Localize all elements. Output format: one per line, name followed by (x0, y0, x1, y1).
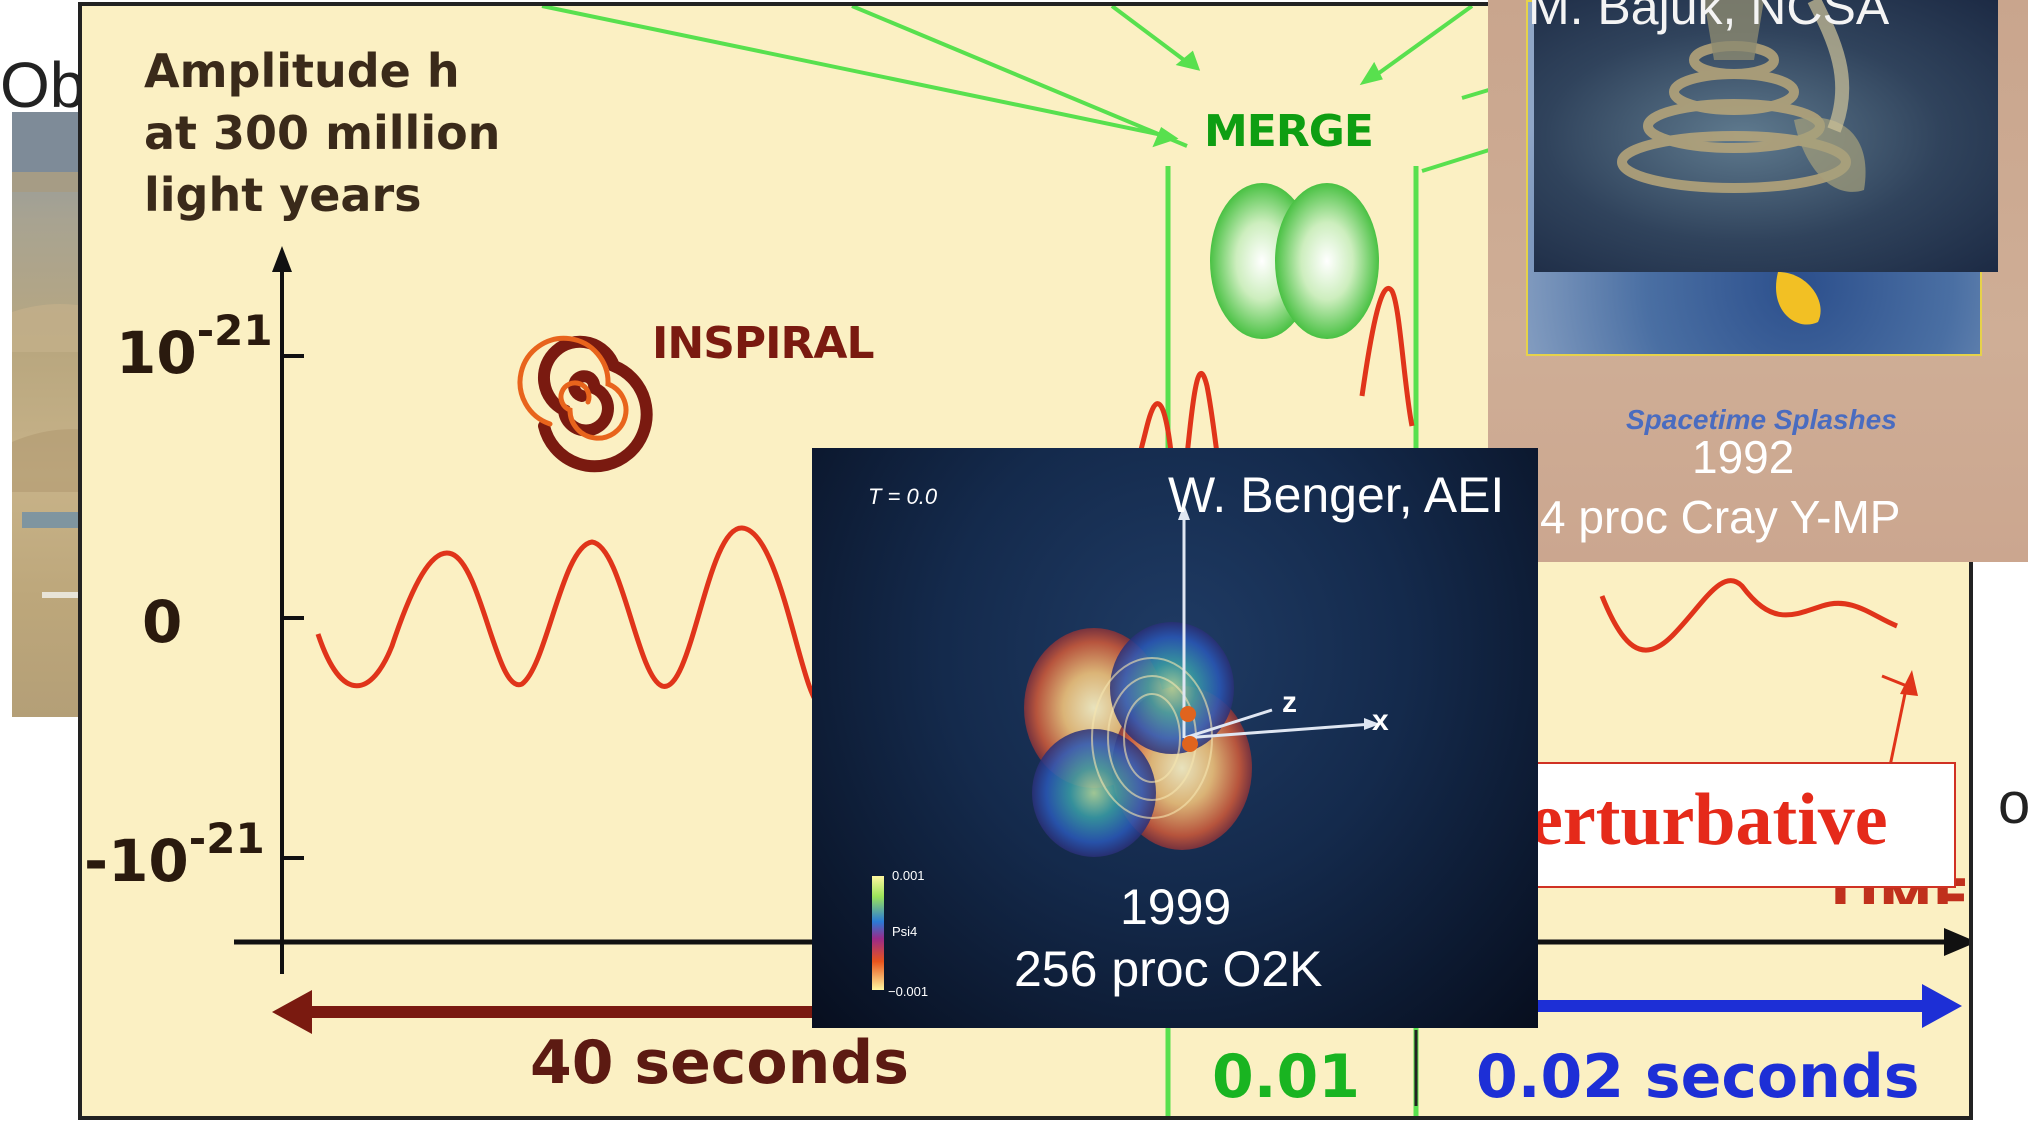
cray-machine: 4 proc Cray Y-MP (1540, 491, 1901, 543)
amplitude-label-line-2: at 300 million (144, 106, 501, 160)
y-tick-top-base: 10 (116, 319, 197, 387)
benger-year: 1999 (1120, 879, 1232, 935)
y-tick-top-exponent: -21 (196, 306, 273, 355)
y-tick-bottom-exponent: -21 (188, 814, 265, 863)
ringdown-duration-arrow (1502, 984, 1962, 1028)
cray-simulation-panel: M. Bajuk, NCSA Spacetime Splashes 1992 4… (1488, 0, 2028, 562)
green-pointer-lines (541, 6, 1503, 173)
inspiral-spiral-icon (517, 335, 653, 473)
cray-render-image (1534, 0, 1998, 272)
cray-render-art (1617, 0, 1866, 193)
simulation-time-readout: T = 0.0 (868, 484, 938, 509)
amplitude-label-line-1: Amplitude h (144, 44, 460, 98)
slide-title-fragment: Ob (0, 49, 86, 121)
perturbative-pointer (1881, 670, 1918, 767)
waveform-curve (315, 286, 1898, 709)
perturbative-text: erturbative (1530, 779, 1888, 861)
merge-duration-label: 0.01 (1212, 1042, 1361, 1112)
amplitude-label: Amplitude h at 300 million light years (144, 40, 500, 226)
merge-label: MERGE (1204, 106, 1374, 157)
inspiral-label: INSPIRAL (652, 318, 874, 369)
cray-book-title: Spacetime Splashes (1626, 404, 1897, 435)
waveform-plot-svg (234, 6, 1969, 1116)
y-tick-top: 10-21 (116, 306, 273, 387)
psi4-colorbar (872, 876, 884, 990)
amplitude-label-line-3: light years (144, 168, 422, 222)
colorbar-min-label: −0.001 (888, 984, 929, 999)
x-axis-label: x (1372, 704, 1389, 737)
inspiral-duration-arrow (272, 990, 902, 1034)
cray-credit: M. Bajuk, NCSA (1528, 0, 1890, 35)
cray-year: 1992 (1692, 431, 1795, 483)
y-tick-zero: 0 (142, 588, 183, 656)
ringdown-duration-label: 0.02 seconds (1476, 1042, 1920, 1112)
benger-render-art (1024, 504, 1380, 857)
benger-credit: W. Benger, AEI (1168, 467, 1505, 523)
y-tick-bottom-base: -10 (84, 827, 189, 895)
colorbar-max-label: 0.001 (892, 868, 925, 883)
benger-machine: 256 proc O2K (1014, 941, 1323, 997)
cray-book-cover-art (1776, 272, 1821, 325)
colorbar-title: Psi4 (892, 924, 918, 939)
slide-text-fragment-right: o (1998, 771, 2028, 836)
y-axis (272, 246, 304, 974)
perturbative-label-box: erturbative (1528, 762, 1956, 888)
inspiral-duration-label: 40 seconds (530, 1028, 909, 1098)
benger-simulation-panel: T = 0.0 W. Benger, AEI z x 0.001 Psi4 −0… (812, 448, 1538, 1028)
y-tick-bottom: -10-21 (84, 814, 265, 895)
z-axis-label: z (1282, 686, 1297, 719)
merge-blob-icon (1210, 183, 1379, 339)
